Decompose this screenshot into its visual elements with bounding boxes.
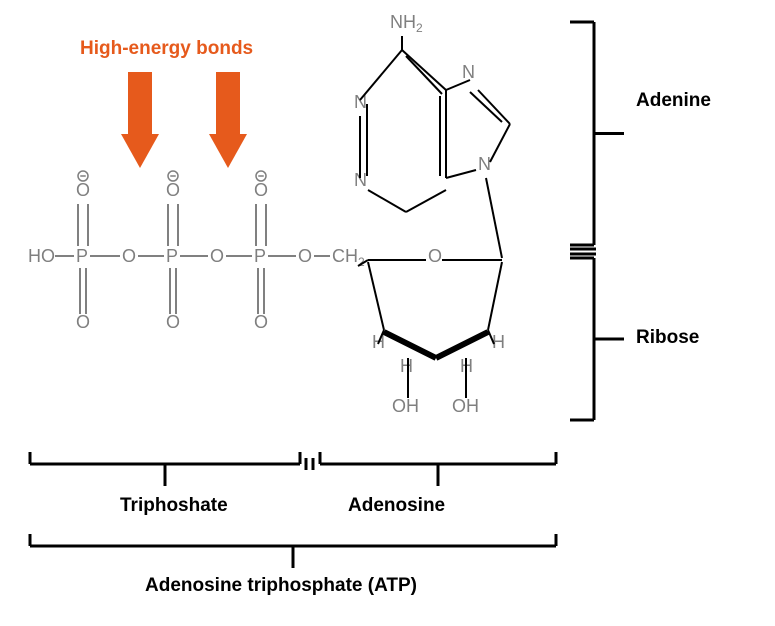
atom-o23: O — [210, 246, 224, 266]
high-energy-arrow-2-shaft — [216, 72, 240, 134]
atom-ho: HO — [28, 246, 55, 266]
adenine-label: Adenine — [636, 90, 711, 112]
atom-p3-ou: O — [254, 180, 268, 200]
atom-n7: N — [462, 62, 475, 82]
adenine-ring — [406, 190, 446, 212]
atom-ring-o: O — [428, 246, 442, 266]
atom-h-li: H — [400, 356, 413, 376]
high-energy-arrow-1-head — [121, 134, 159, 168]
triphosphate-label: Triphoshate — [120, 495, 228, 517]
atom-p1-ou: O — [76, 180, 90, 200]
adenine-ring — [360, 50, 402, 100]
atom-oh-r: OH — [452, 396, 479, 416]
adenine-ring — [368, 190, 406, 212]
atom-o12: O — [122, 246, 136, 266]
atom-nh2: NH2 — [390, 12, 423, 35]
adenosine-label: Adenosine — [348, 495, 445, 517]
glycosidic-bond — [486, 178, 502, 258]
atom-p2-ou: O — [166, 180, 180, 200]
atom-p1: P — [76, 246, 88, 266]
atom-oh-l: OH — [392, 396, 419, 416]
atp-diagram-canvas: HOPOOOPOOOPOOOCH2OHHHHOHOHNH2NNNN High-e… — [0, 0, 775, 626]
high-energy-arrow-1-shaft — [128, 72, 152, 134]
atom-o3c: O — [298, 246, 312, 266]
atom-p2: P — [166, 246, 178, 266]
atom-p3-od: O — [254, 312, 268, 332]
high-energy-bonds-label: High-energy bonds — [80, 38, 253, 60]
atom-p3: P — [254, 246, 266, 266]
ribose-label: Ribose — [636, 327, 699, 349]
high-energy-arrow-2-head — [209, 134, 247, 168]
atom-p1-od: O — [76, 312, 90, 332]
atom-n9: N — [478, 154, 491, 174]
atp-full-label: Adenosine triphosphate (ATP) — [145, 575, 417, 597]
adenine-ring — [402, 50, 446, 90]
atom-p2-od: O — [166, 312, 180, 332]
